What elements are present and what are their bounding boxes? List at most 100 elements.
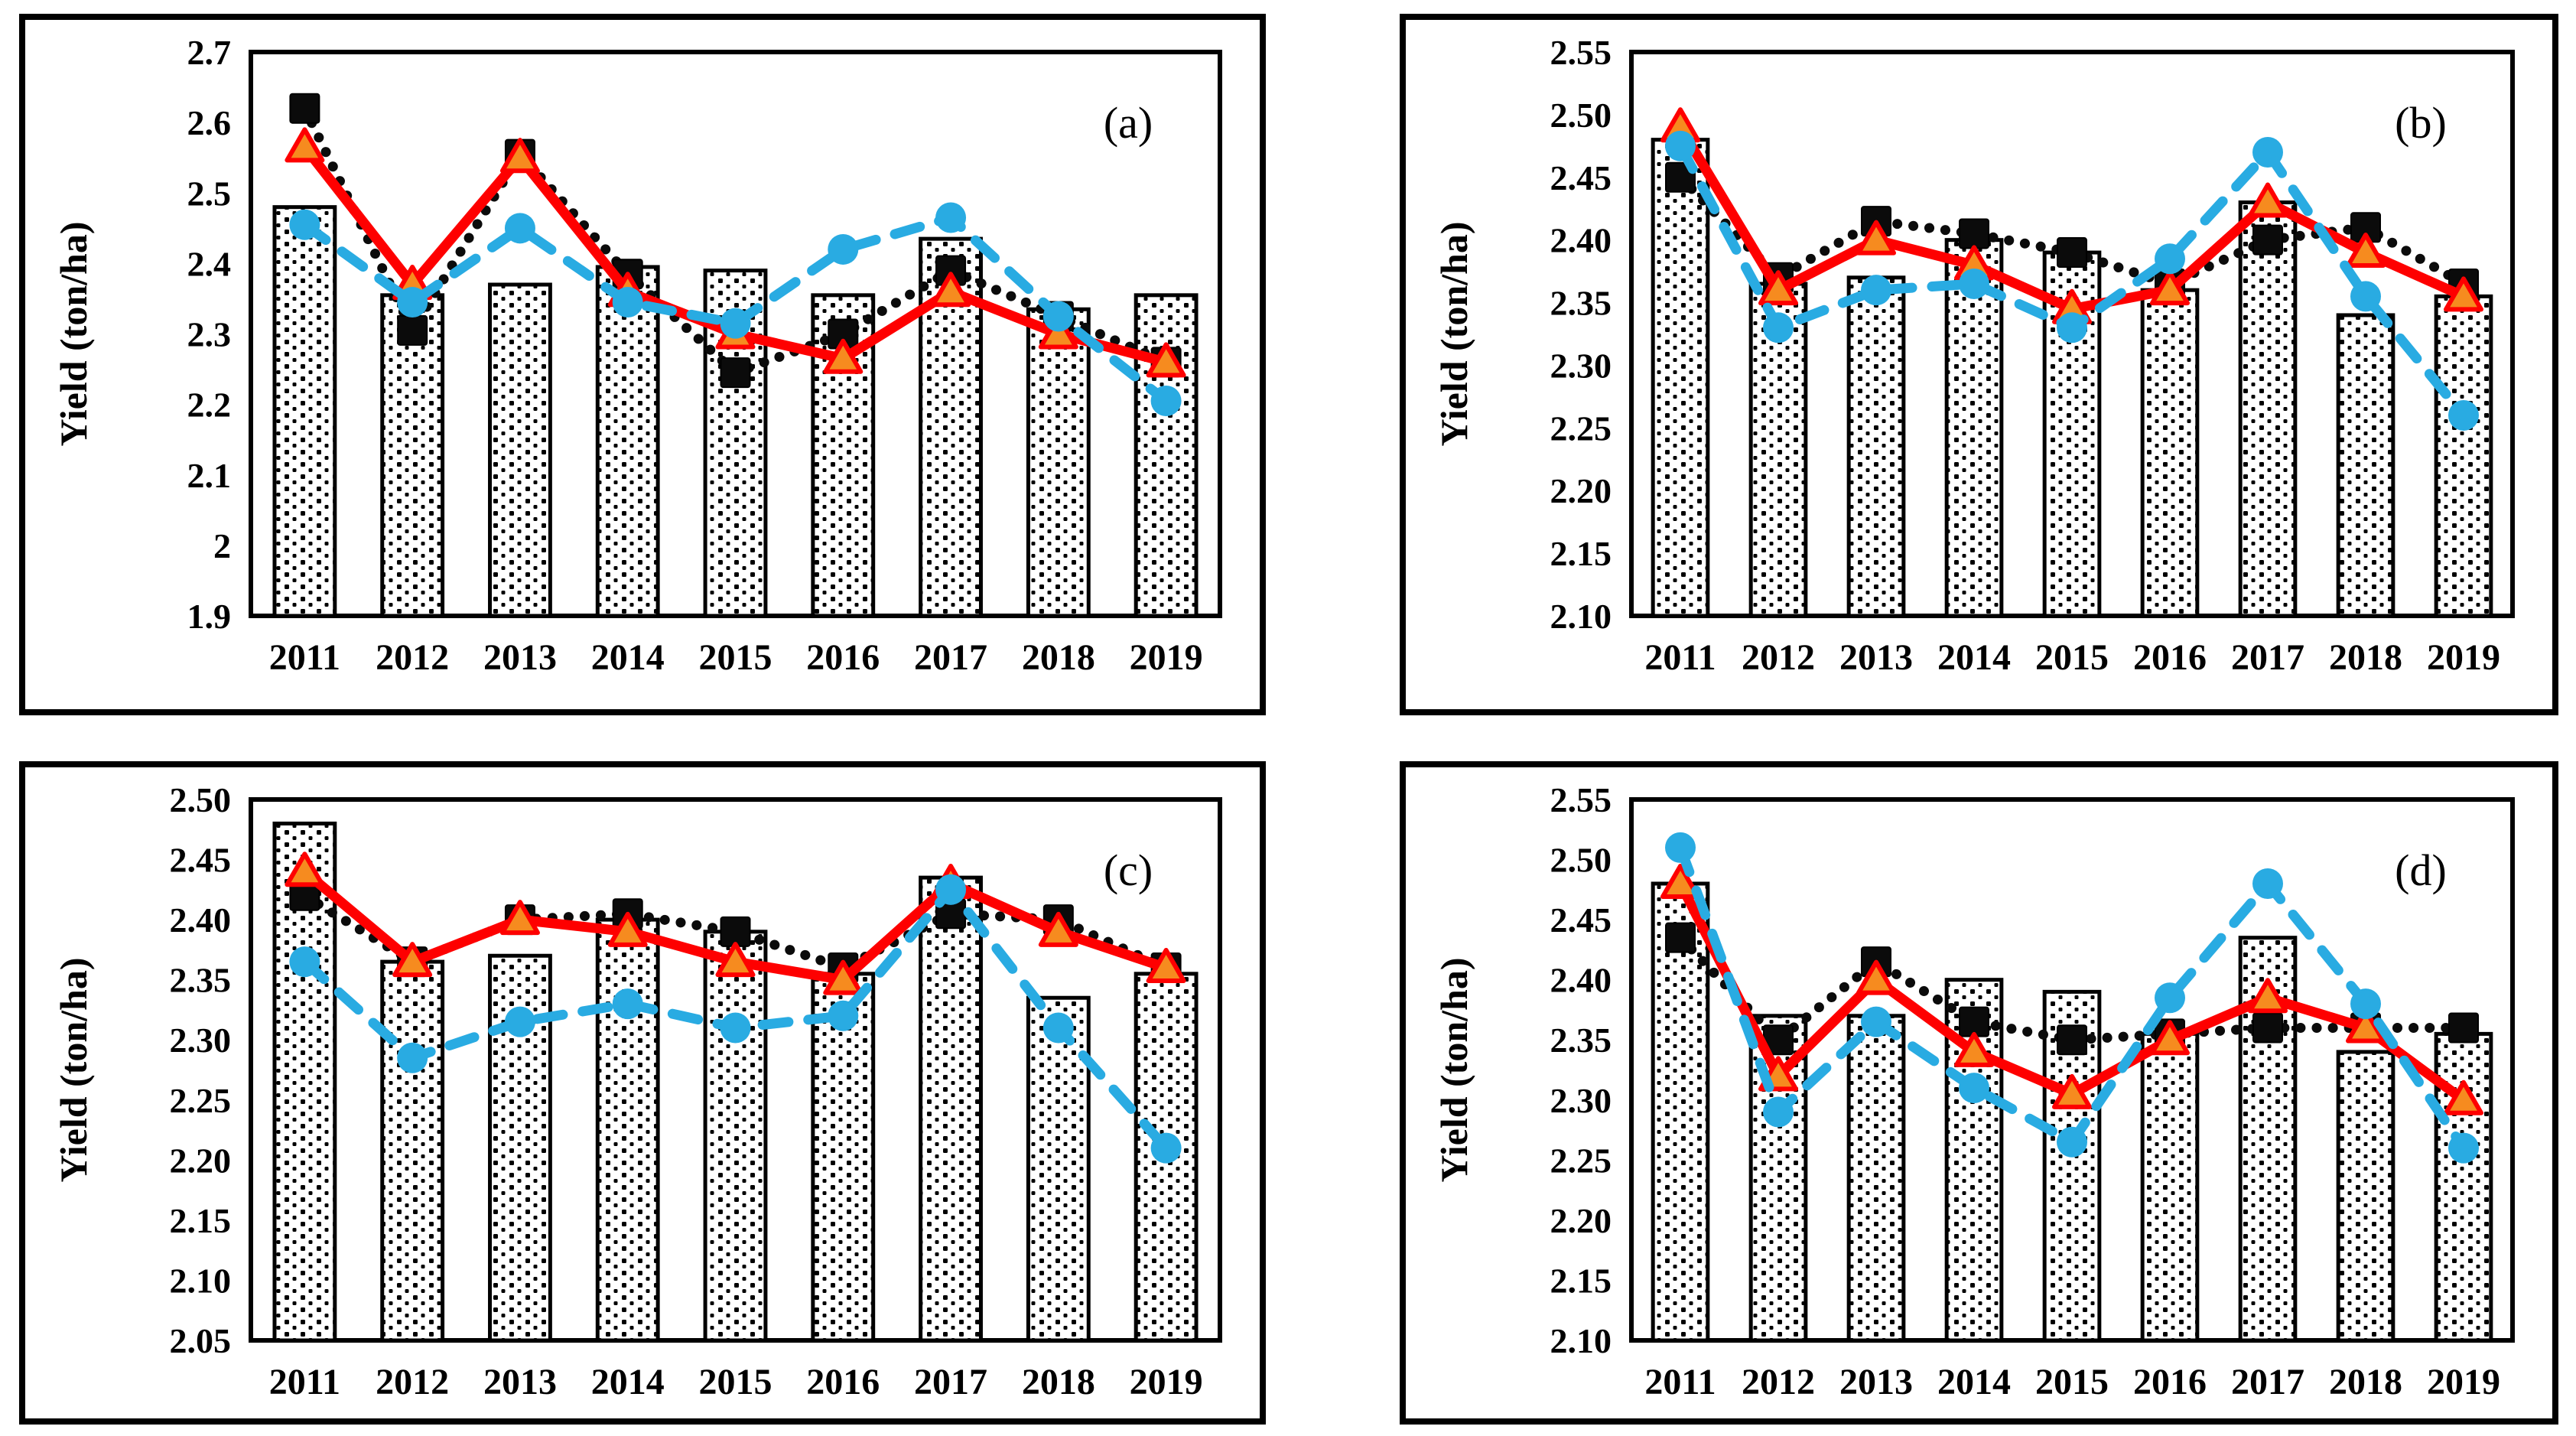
yield-bars [2336, 313, 2395, 618]
x-tick-label: 2015 [699, 637, 772, 678]
x-tick-label: 2019 [1130, 1362, 1203, 1402]
y-tick-label: 2.20 [1550, 471, 1612, 510]
y-tick-label: 2.55 [1550, 780, 1612, 819]
y-tick-label: 2.4 [187, 244, 232, 283]
x-tick-label: 2018 [2329, 637, 2402, 678]
y-tick-label: 2.15 [170, 1201, 232, 1240]
yield-bars [1026, 307, 1091, 618]
x-tick-label: 2013 [1839, 1362, 1913, 1402]
yield-bars [1026, 995, 1091, 1343]
yield-bars [380, 293, 445, 618]
circle-marker [2350, 988, 2381, 1020]
circle-marker [397, 1042, 428, 1073]
triangle-marker [1146, 342, 1186, 378]
yield-bars [2434, 294, 2493, 618]
yield-bars [272, 821, 337, 1343]
x-tick-label: 2019 [1130, 637, 1203, 678]
y-tick-label: 2.40 [1550, 221, 1612, 260]
yield-bars [488, 282, 552, 618]
y-tick-label: 2.7 [187, 33, 232, 72]
circle-marker [1042, 301, 1074, 332]
circle-marker [935, 874, 967, 905]
y-axis-title: Yield (ton/ha) [1433, 222, 1475, 447]
x-tick-label: 2013 [1839, 637, 1913, 678]
triangle-marker [715, 942, 756, 978]
y-tick-label: 2 [213, 526, 231, 565]
x-tick-label: 2015 [2035, 1362, 2109, 1402]
x-tick-label: 2012 [376, 637, 449, 678]
circle-marker [1763, 312, 1794, 344]
circle-marker [1665, 832, 1696, 863]
y-tick-label: 2.50 [1550, 841, 1612, 880]
triangle-marker [2052, 1073, 2092, 1109]
yield-bars [595, 917, 660, 1343]
panel-label: (d) [2395, 845, 2447, 895]
circle-marker [2155, 982, 2185, 1014]
y-tick-label: 2.45 [1550, 158, 1612, 197]
y-tick-label: 2.10 [1550, 1321, 1612, 1360]
square-marker [720, 357, 751, 389]
square-marker [397, 314, 428, 346]
circle-marker [2448, 399, 2479, 431]
y-tick-label: 2.15 [1550, 534, 1612, 573]
y-tick-label: 2.5 [187, 174, 232, 213]
y-tick-label: 2.35 [1550, 284, 1612, 323]
circle-marker [504, 213, 535, 244]
x-tick-label: 2017 [914, 1362, 987, 1402]
triangle-marker [2150, 270, 2190, 306]
yield-bars [380, 959, 445, 1343]
triangle-marker [2248, 978, 2288, 1014]
y-tick-label: 2.35 [1550, 1021, 1612, 1060]
triangle-marker [2346, 233, 2386, 269]
triangle-marker [823, 338, 864, 374]
yield-bars [1846, 275, 1906, 618]
y-tick-label: 2.6 [187, 103, 232, 142]
circle-marker [289, 946, 320, 978]
x-tick-label: 2015 [2035, 637, 2109, 678]
yield-bars [919, 875, 983, 1343]
y-tick-label: 2.45 [1550, 900, 1612, 939]
circle-marker [828, 233, 859, 265]
circle-marker [1042, 1012, 1074, 1044]
circle-marker [720, 308, 751, 339]
triangle-marker [2150, 1020, 2190, 1056]
y-tick-label: 2.2 [187, 386, 232, 425]
x-tick-label: 2018 [1022, 637, 1095, 678]
circle-marker [289, 209, 320, 240]
x-tick-label: 2013 [483, 1362, 557, 1402]
circle-marker [2252, 868, 2283, 899]
y-tick-label: 2.40 [170, 900, 232, 939]
circle-marker [2448, 1132, 2479, 1164]
y-axis-title: Yield (ton/ha) [52, 222, 95, 447]
circle-marker [1959, 268, 1989, 299]
panel-c: 2.05 2.10 2.15 2.20 2.25 2.30 2.35 2.40 2.45 2.50… [19, 761, 1266, 1425]
y-tick-label: 2.50 [170, 780, 232, 819]
triangle-marker [1038, 911, 1078, 947]
yield-bars [272, 205, 337, 618]
panel-a: 1.9 2 2.1 2.2 2.3 2.4 2.5 2.6 2.7 2011 2012 2013 201… [19, 14, 1266, 715]
triangle-marker [2444, 1079, 2483, 1115]
yield-bars [2140, 1031, 2200, 1343]
x-tick-label: 2017 [2231, 637, 2304, 678]
y-tick-label: 2.20 [170, 1141, 232, 1180]
square-marker [2448, 1012, 2479, 1044]
y-tick-label: 1.9 [187, 597, 232, 636]
triangle-marker [1954, 1031, 1994, 1067]
square-marker [2057, 1024, 2087, 1056]
y-axis-title: Yield (ton/ha) [52, 958, 95, 1183]
triangle-marker [931, 272, 971, 308]
triangle-marker [607, 911, 648, 947]
triangle-marker [1038, 314, 1078, 350]
circle-marker [2350, 281, 2381, 312]
yield-bars [703, 930, 768, 1343]
square-marker [2057, 237, 2087, 269]
x-tick-label: 2014 [1937, 637, 2011, 678]
y-tick-label: 2.20 [1550, 1201, 1612, 1240]
triangle-marker [392, 942, 433, 978]
x-tick-label: 2011 [269, 1362, 340, 1402]
y-tick-label: 2.3 [187, 315, 232, 354]
x-tick-label: 2016 [806, 1362, 880, 1402]
circle-marker [1959, 1073, 1989, 1104]
circle-marker [1665, 130, 1696, 161]
yield-bars [595, 265, 660, 618]
